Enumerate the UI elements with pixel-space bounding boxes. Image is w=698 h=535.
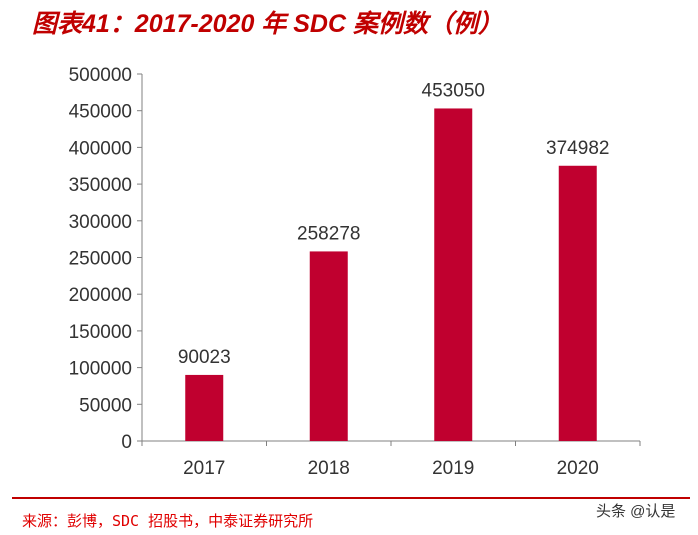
data-label: 90023 (178, 347, 231, 368)
bar-2020 (558, 165, 597, 441)
bar-2018 (309, 251, 348, 441)
y-tick-label: 400000 (69, 138, 132, 159)
y-tick-label: 150000 (69, 322, 132, 343)
y-tick-label: 500000 (69, 65, 132, 86)
x-tick-label: 2017 (183, 458, 225, 479)
y-tick-label: 450000 (69, 102, 132, 123)
x-tick-label: 2020 (557, 458, 599, 479)
chart-title: 图表41：2017-2020 年 SDC 案例数（例） (32, 10, 503, 38)
x-tick-label: 2018 (308, 458, 350, 479)
y-tick-label: 50000 (79, 395, 132, 416)
watermark: 头条 @认是 (596, 503, 676, 520)
bar-chart: 0 50000 100000 150000 200000 250000 300000 3500… (69, 65, 641, 479)
data-label: 374982 (546, 138, 609, 159)
y-tick-label: 250000 (69, 249, 132, 270)
y-tick-label: 300000 (69, 212, 132, 233)
bar-2019 (434, 108, 473, 441)
bar-2017 (185, 374, 224, 441)
divider (12, 497, 690, 499)
y-tick-label: 0 (121, 432, 132, 453)
x-tick-label: 2019 (432, 458, 474, 479)
data-label: 258278 (297, 223, 360, 244)
data-label: 453050 (422, 80, 485, 101)
y-tick-label: 350000 (69, 175, 132, 196)
y-tick-label: 100000 (69, 359, 132, 380)
source-note: 来源：彭博，SDC 招股书，中泰证券研究所 (22, 512, 314, 530)
y-tick-label: 200000 (69, 285, 132, 306)
